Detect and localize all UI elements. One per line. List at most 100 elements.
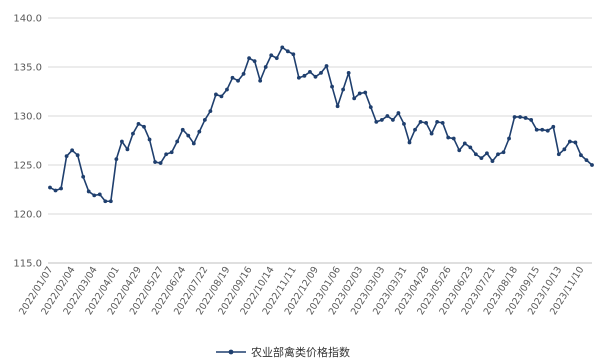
data-point — [545, 128, 550, 133]
data-point — [446, 135, 451, 140]
data-point — [534, 127, 539, 132]
data-point — [556, 152, 561, 157]
data-point — [214, 92, 218, 97]
data-point — [175, 139, 180, 144]
data-point — [379, 118, 384, 122]
data-point — [158, 161, 163, 165]
data-point — [507, 136, 511, 141]
data-point — [357, 91, 362, 96]
data-point — [125, 147, 130, 152]
y-tick-label: 120.0 — [13, 210, 42, 221]
data-point — [413, 127, 417, 132]
data-point — [70, 148, 75, 153]
data-point — [280, 45, 285, 50]
data-point — [108, 199, 113, 204]
data-point — [197, 129, 202, 134]
data-point — [518, 115, 523, 119]
data-point — [385, 114, 390, 118]
data-point — [308, 70, 312, 74]
data-point — [462, 141, 467, 146]
data-point — [302, 73, 307, 78]
data-point — [153, 160, 157, 164]
data-point — [573, 140, 578, 145]
data-point — [263, 65, 268, 69]
y-tick-label: 140.0 — [13, 14, 42, 25]
data-point — [346, 70, 351, 75]
data-point — [330, 84, 334, 89]
series-layer — [48, 45, 594, 204]
y-axis-ticks: 115.0 120.0 125.0 130.0 135.0 140.0 — [13, 14, 42, 270]
data-point — [313, 74, 318, 79]
data-point — [479, 156, 484, 161]
data-point — [48, 185, 52, 190]
data-point — [529, 118, 534, 122]
data-point — [457, 148, 462, 153]
data-point — [396, 111, 401, 115]
data-point — [103, 199, 108, 204]
data-point — [485, 151, 489, 156]
data-point — [225, 87, 229, 92]
y-tick-label: 130.0 — [13, 112, 42, 123]
data-point — [374, 119, 379, 124]
data-point — [230, 75, 235, 80]
data-point — [285, 49, 290, 54]
data-point — [562, 147, 567, 152]
data-point — [551, 124, 556, 129]
data-point — [407, 140, 412, 145]
data-point — [496, 152, 500, 157]
data-point — [590, 163, 594, 167]
y-tick-label: 125.0 — [13, 161, 42, 172]
data-point — [258, 78, 263, 83]
x-axis-ticks: 2022/01/072022/02/042022/03/042022/04/01… — [17, 265, 586, 317]
data-point — [169, 150, 174, 155]
data-point — [119, 139, 124, 144]
data-point — [402, 121, 406, 126]
data-point — [451, 136, 456, 141]
data-point — [202, 118, 207, 122]
data-point — [501, 150, 506, 155]
data-point — [241, 71, 246, 76]
y-tick-label: 115.0 — [13, 259, 42, 270]
data-point — [490, 159, 495, 163]
data-point — [191, 141, 196, 146]
legend-label: 农业部禽类价格指数 — [251, 345, 350, 359]
data-point — [424, 120, 428, 125]
data-point — [319, 70, 323, 75]
data-point — [147, 137, 152, 142]
data-point — [269, 53, 274, 58]
data-point — [435, 119, 440, 124]
series-line — [49, 46, 593, 203]
data-point — [136, 121, 141, 126]
data-point — [468, 145, 473, 150]
data-point — [363, 90, 368, 95]
data-point — [296, 75, 301, 80]
data-point — [418, 119, 423, 124]
data-point — [252, 59, 257, 64]
data-point — [53, 188, 58, 193]
data-point — [131, 131, 135, 136]
data-point — [236, 78, 240, 83]
data-point — [324, 64, 329, 68]
data-point — [291, 52, 296, 57]
data-point — [473, 152, 478, 157]
data-point — [180, 127, 185, 132]
data-point — [440, 120, 445, 125]
data-point — [219, 94, 224, 99]
data-point — [92, 193, 97, 198]
data-point — [579, 153, 583, 158]
data-point — [86, 189, 91, 194]
data-point — [335, 104, 340, 109]
data-point — [59, 186, 63, 191]
data-point — [523, 116, 528, 120]
legend: 农业部禽类价格指数 — [216, 345, 350, 359]
data-point — [114, 157, 119, 162]
data-point — [64, 154, 69, 159]
y-tick-label: 135.0 — [13, 63, 42, 74]
data-point — [540, 127, 545, 132]
data-point — [164, 152, 169, 157]
data-point — [247, 56, 252, 61]
data-point — [341, 87, 346, 92]
grid-lines — [48, 17, 592, 215]
data-point — [97, 192, 102, 197]
